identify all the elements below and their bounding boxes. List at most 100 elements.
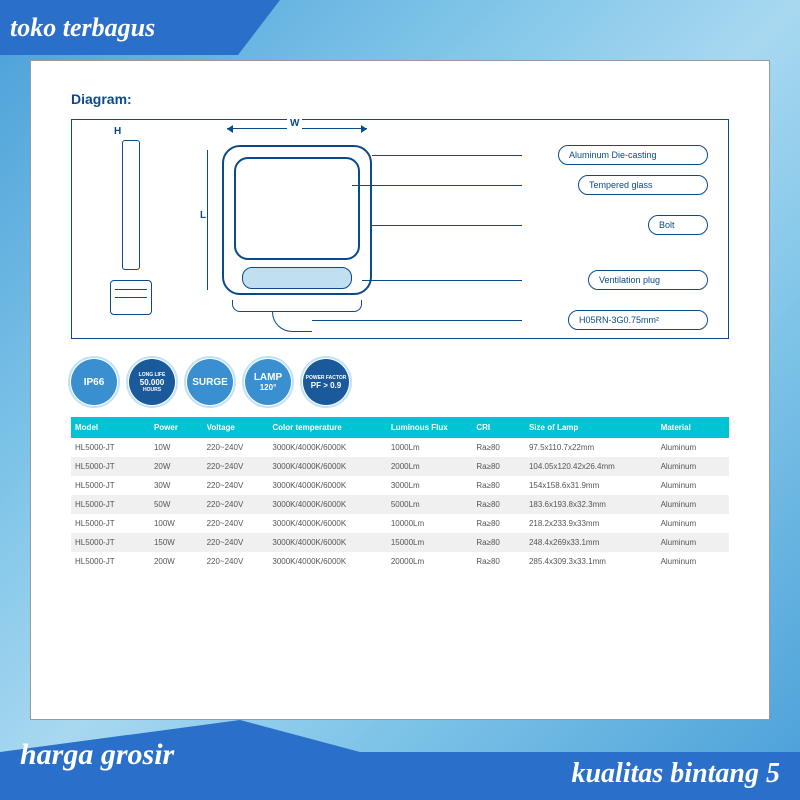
callout-line-2 [352, 185, 522, 186]
dim-l-label: L [200, 210, 206, 221]
table-cell: HL5000-JT [71, 533, 150, 552]
dim-l-line [207, 150, 208, 290]
table-cell: 3000K/4000K/6000K [268, 438, 386, 457]
table-cell: Ra≥80 [472, 438, 525, 457]
feature-badge: SURGE [187, 359, 233, 405]
callout-line-3 [372, 225, 522, 226]
table-cell: 10000Lm [387, 514, 473, 533]
table-cell: 104.05x120.42x26.4mm [525, 457, 657, 476]
top-banner-text: toko terbagus [10, 13, 155, 43]
table-cell: 30W [150, 476, 203, 495]
table-cell: 10W [150, 438, 203, 457]
bottom-left-text: harga grosir [20, 738, 174, 772]
side-view-profile [122, 140, 140, 270]
table-cell: 3000K/4000K/6000K [268, 552, 386, 571]
cable [272, 312, 312, 332]
table-row: HL5000-JT200W220~240V3000K/4000K/6000K20… [71, 552, 729, 571]
table-cell: 3000K/4000K/6000K [268, 533, 386, 552]
table-cell: HL5000-JT [71, 476, 150, 495]
table-cell: HL5000-JT [71, 552, 150, 571]
table-row: HL5000-JT50W220~240V3000K/4000K/6000K500… [71, 495, 729, 514]
table-cell: 3000K/4000K/6000K [268, 495, 386, 514]
table-cell: 2000Lm [387, 457, 473, 476]
callout-diecasting: Aluminum Die-casting [558, 145, 708, 165]
callout-cable: H05RN-3G0.75mm² [568, 310, 708, 330]
table-cell: 100W [150, 514, 203, 533]
mounting-bracket [232, 300, 362, 312]
table-header-row: ModelPowerVoltageColor temperatureLumino… [71, 417, 729, 438]
table-cell: 218.2x233.9x33mm [525, 514, 657, 533]
table-cell: 5000Lm [387, 495, 473, 514]
table-cell: Ra≥80 [472, 457, 525, 476]
table-row: HL5000-JT10W220~240V3000K/4000K/6000K100… [71, 438, 729, 457]
dim-h-label: H [114, 126, 121, 137]
table-cell: 248.4x269x33.1mm [525, 533, 657, 552]
table-header-cell: Size of Lamp [525, 417, 657, 438]
table-cell: 3000Lm [387, 476, 473, 495]
table-header-cell: Power [150, 417, 203, 438]
table-cell: Aluminum [657, 476, 729, 495]
callout-line-1 [372, 155, 522, 156]
table-row: HL5000-JT20W220~240V3000K/4000K/6000K200… [71, 457, 729, 476]
feature-badge: POWER FACTORPF > 0.9 [303, 359, 349, 405]
table-cell: Aluminum [657, 457, 729, 476]
table-cell: 3000K/4000K/6000K [268, 514, 386, 533]
callout-line-4 [362, 280, 522, 281]
table-header-cell: Color temperature [268, 417, 386, 438]
table-cell: 150W [150, 533, 203, 552]
table-cell: 200W [150, 552, 203, 571]
table-cell: Aluminum [657, 533, 729, 552]
table-cell: HL5000-JT [71, 514, 150, 533]
callout-bolt: Bolt [648, 215, 708, 235]
bottom-right-text: kualitas bintang 5 [571, 758, 780, 790]
table-cell: HL5000-JT [71, 438, 150, 457]
front-view [222, 145, 372, 295]
table-cell: 15000Lm [387, 533, 473, 552]
table-cell: 154x158.6x31.9mm [525, 476, 657, 495]
table-cell: 97.5x110.7x22mm [525, 438, 657, 457]
table-header-cell: Model [71, 417, 150, 438]
table-cell: 220~240V [203, 438, 269, 457]
table-header-cell: Voltage [203, 417, 269, 438]
table-cell: 220~240V [203, 514, 269, 533]
table-cell: 183.6x193.8x32.3mm [525, 495, 657, 514]
table-cell: 220~240V [203, 533, 269, 552]
table-cell: Aluminum [657, 552, 729, 571]
table-row: HL5000-JT150W220~240V3000K/4000K/6000K15… [71, 533, 729, 552]
table-header-cell: CRI [472, 417, 525, 438]
table-cell: 1000Lm [387, 438, 473, 457]
table-cell: Aluminum [657, 438, 729, 457]
table-cell: 50W [150, 495, 203, 514]
table-cell: Aluminum [657, 514, 729, 533]
diagram-box: H W L Aluminum Die-casting Tempered glas… [71, 119, 729, 339]
table-cell: 220~240V [203, 476, 269, 495]
feature-badges: IP66LONG LIFE50.000HOURSSURGELAMP120°POW… [71, 359, 729, 405]
feature-badge: LONG LIFE50.000HOURS [129, 359, 175, 405]
table-cell: HL5000-JT [71, 495, 150, 514]
table-cell: HL5000-JT [71, 457, 150, 476]
callout-ventilation: Ventilation plug [588, 270, 708, 290]
table-cell: 220~240V [203, 552, 269, 571]
table-cell: 220~240V [203, 457, 269, 476]
table-header-cell: Luminous Flux [387, 417, 473, 438]
table-cell: 285.4x309.3x33.1mm [525, 552, 657, 571]
table-cell: 3000K/4000K/6000K [268, 457, 386, 476]
table-cell: Ra≥80 [472, 552, 525, 571]
feature-badge: LAMP120° [245, 359, 291, 405]
table-cell: 20000Lm [387, 552, 473, 571]
table-cell: Aluminum [657, 495, 729, 514]
callout-line-5 [312, 320, 522, 321]
callout-glass: Tempered glass [578, 175, 708, 195]
table-cell: Ra≥80 [472, 495, 525, 514]
dim-w-label: W [287, 118, 302, 129]
front-bottom-panel [242, 267, 352, 289]
table-cell: 220~240V [203, 495, 269, 514]
top-banner: toko terbagus [0, 0, 280, 55]
diagram-title: Diagram: [71, 91, 729, 107]
spec-table: ModelPowerVoltageColor temperatureLumino… [71, 417, 729, 571]
front-inner-glass [234, 157, 360, 260]
table-cell: 3000K/4000K/6000K [268, 476, 386, 495]
table-cell: 20W [150, 457, 203, 476]
table-cell: Ra≥80 [472, 533, 525, 552]
table-body: HL5000-JT10W220~240V3000K/4000K/6000K100… [71, 438, 729, 571]
